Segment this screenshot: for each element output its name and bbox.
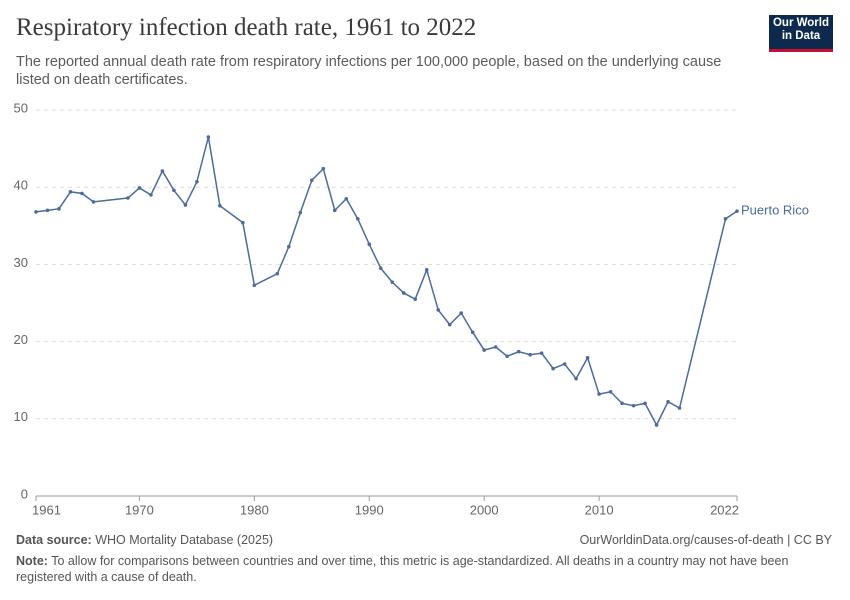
point [126,196,130,200]
x-tick-label: 1961 [32,502,61,517]
point [654,423,659,427]
x-tick-label: 1970 [125,502,154,517]
note-label: Note: [16,554,48,568]
y-tick-label: 50 [14,100,28,115]
point [390,280,395,284]
point [470,330,475,335]
point [447,322,452,327]
point [149,193,153,197]
x-tick-label: 1990 [355,502,384,517]
point [91,200,96,204]
point [172,188,176,193]
x-tick-label: 2000 [470,502,499,517]
point [310,178,314,183]
point [597,392,601,396]
point [275,271,280,276]
point [206,135,211,139]
point [723,217,728,221]
x-tick-label: 2022 [710,502,739,517]
point [401,291,406,295]
point [436,308,441,312]
point [643,401,647,406]
source: Data source: WHO Mortality Database (202… [16,532,273,548]
x-tick-label: 2010 [585,502,614,517]
point [45,208,50,213]
point [493,345,498,349]
point [218,203,222,208]
point [34,210,38,214]
y-tick-label: 10 [14,409,28,424]
point [160,169,165,173]
x-tick-label: 1980 [240,502,269,517]
point [459,311,463,315]
point [57,207,61,211]
point [677,406,682,410]
point [287,244,291,249]
point [195,179,199,184]
series-line [35,136,738,427]
point [585,356,590,360]
point [505,354,509,359]
point [413,297,418,301]
note-text: To allow for comparisons between countri… [16,554,789,584]
point [378,266,383,271]
chart-title: Respiratory infection death rate, 1961 t… [16,14,477,41]
point [620,401,624,406]
point [528,352,532,357]
point [562,362,567,366]
logo[interactable]: Our World in Data [769,15,833,52]
point [183,203,188,207]
point [735,209,739,213]
point [516,349,521,354]
point [344,196,349,201]
chart-subtitle: The reported annual death rate from resp… [16,54,722,88]
source-text: WHO Mortality Database (2025) [95,533,274,547]
point [539,351,544,355]
point [631,403,636,408]
note: Note: To allow for comparisons between c… [16,553,826,585]
logo-line: in Data [781,30,821,42]
point [574,376,578,381]
point [137,186,142,190]
point [298,210,303,215]
url[interactable]: OurWorldinData.org/causes-of-death | CC … [579,533,832,547]
point [321,166,326,171]
logo-line: Our World [772,17,829,29]
point [332,208,337,213]
y-tick-label: 40 [14,178,28,193]
point [666,400,670,404]
point [551,366,555,371]
point [482,348,486,352]
point [241,220,245,225]
source-label: Data source: [16,533,92,547]
point [608,389,613,394]
series-label: Puerto Rico [741,203,809,218]
y-tick-label: 20 [14,332,28,347]
point [252,283,257,288]
point [424,268,429,272]
y-tick-label: 0 [21,486,28,501]
point [80,191,84,196]
point [367,242,372,247]
point [68,190,73,194]
point [355,217,360,221]
y-tick-label: 30 [14,255,28,270]
